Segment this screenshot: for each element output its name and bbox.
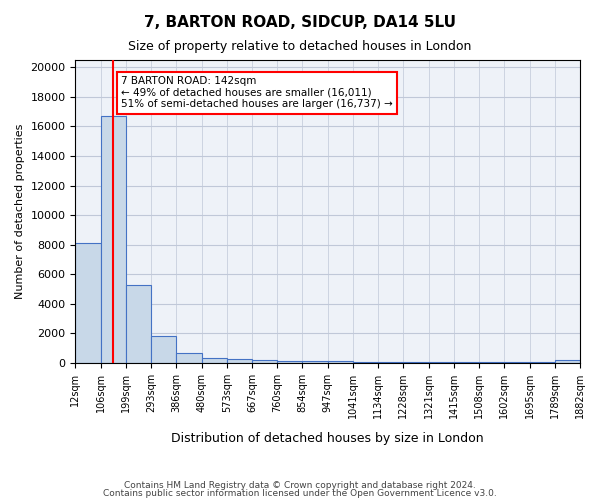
Text: 7 BARTON ROAD: 142sqm
← 49% of detached houses are smaller (16,011)
51% of semi-: 7 BARTON ROAD: 142sqm ← 49% of detached … — [121, 76, 392, 110]
Bar — [277, 360, 302, 363]
Bar — [353, 362, 378, 363]
Bar — [126, 284, 151, 363]
Bar — [202, 358, 227, 363]
Bar — [151, 336, 176, 363]
X-axis label: Distribution of detached houses by size in London: Distribution of detached houses by size … — [172, 432, 484, 445]
Bar — [479, 362, 505, 363]
Bar — [403, 362, 428, 363]
Text: 7, BARTON ROAD, SIDCUP, DA14 5LU: 7, BARTON ROAD, SIDCUP, DA14 5LU — [144, 15, 456, 30]
Bar — [555, 360, 580, 363]
Text: Size of property relative to detached houses in London: Size of property relative to detached ho… — [128, 40, 472, 53]
Bar — [252, 360, 277, 363]
Y-axis label: Number of detached properties: Number of detached properties — [15, 124, 25, 299]
Text: Contains public sector information licensed under the Open Government Licence v3: Contains public sector information licen… — [103, 488, 497, 498]
Bar — [505, 362, 530, 363]
Bar — [101, 116, 126, 363]
Bar — [428, 362, 454, 363]
Bar — [328, 362, 353, 363]
Bar — [176, 352, 202, 363]
Bar — [302, 361, 328, 363]
Bar — [76, 243, 101, 363]
Bar — [227, 359, 252, 363]
Bar — [378, 362, 403, 363]
Text: Contains HM Land Registry data © Crown copyright and database right 2024.: Contains HM Land Registry data © Crown c… — [124, 481, 476, 490]
Bar — [454, 362, 479, 363]
